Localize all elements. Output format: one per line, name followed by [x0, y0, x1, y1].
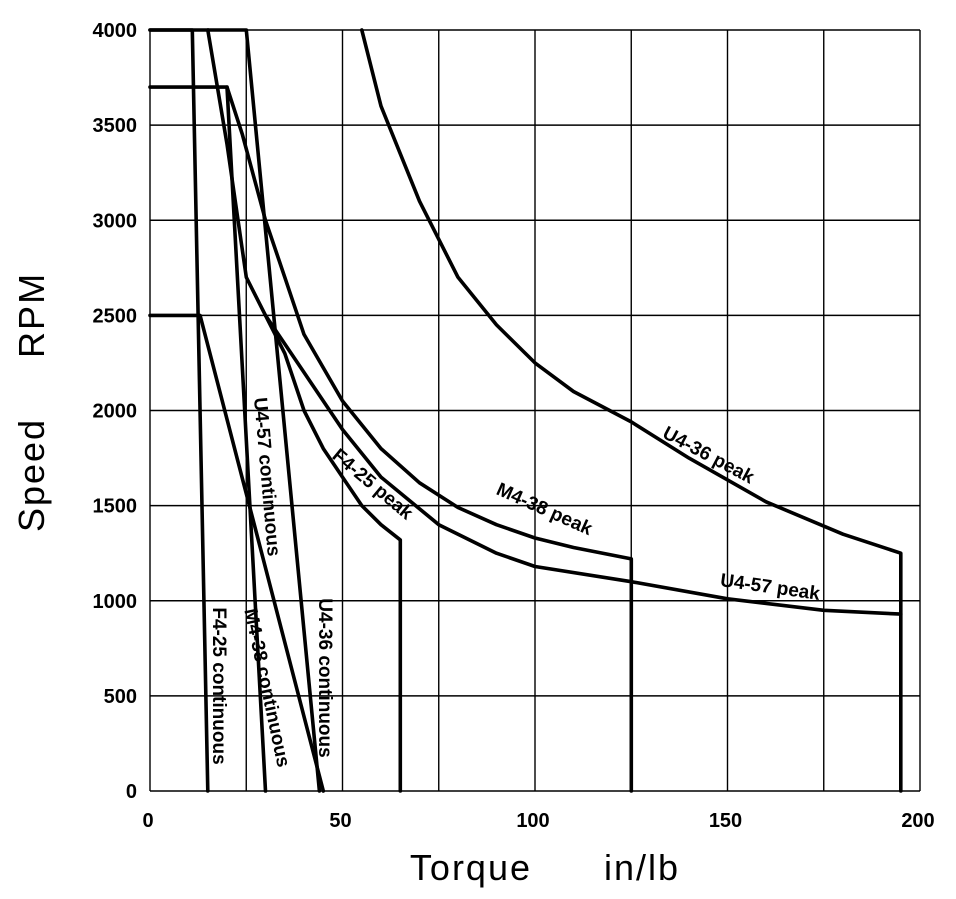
curve-label-u4-57-continuous: U4-57 continuous [249, 397, 284, 558]
y-tick-labels: 0 500 1000 1500 2000 2500 3000 3500 4000 [93, 20, 138, 803]
y-tick-label-0: 0 [126, 781, 137, 803]
curve-label-m4-38-peak: M4-38 peak [493, 479, 596, 540]
y-tick-label-500: 500 [104, 686, 137, 708]
x-tick-label-0: 0 [142, 810, 153, 832]
x-tick-label-50: 50 [329, 810, 351, 832]
series-u4-57-continuous [148, 313, 326, 793]
curve-layer [148, 28, 903, 793]
curve-label-m4-38-continuous: M4-38 continuous [239, 607, 293, 769]
series-m4-38-continuous [148, 85, 268, 793]
y-tick-label-1000: 1000 [93, 591, 138, 613]
curve-label-u4-36-continuous: U4-36 continuous [314, 598, 335, 757]
x-axis-title: Torque in/lb [410, 847, 680, 888]
curve-label-f4-25-peak: F4-25 peak [328, 445, 417, 524]
series-u4-57-peak [263, 313, 903, 616]
series-m4-38-peak [225, 85, 634, 793]
curve-label-u4-36-peak: U4-36 peak [659, 423, 758, 489]
y-axis-title: Speed RPM [11, 272, 52, 532]
x-tick-labels: 0 50 100 150 200 [142, 810, 934, 832]
y-tick-label-3500: 3500 [93, 115, 138, 137]
x-tick-label-150: 150 [709, 810, 742, 832]
y-tick-label-2500: 2500 [93, 305, 138, 327]
series-f4-25-peak [206, 28, 403, 793]
series-u4-36-peak [359, 28, 903, 793]
y-tick-label-2000: 2000 [93, 401, 138, 423]
curve-label-f4-25-continuous: F4-25 continuous [208, 607, 229, 764]
x-tick-label-100: 100 [516, 810, 549, 832]
x-tick-label-200: 200 [901, 810, 934, 832]
y-tick-label-3000: 3000 [93, 210, 138, 232]
grid-layer [149, 29, 921, 792]
series-u4-36-continuous [148, 28, 322, 793]
y-tick-label-1500: 1500 [93, 496, 138, 518]
y-tick-label-4000: 4000 [93, 20, 138, 42]
